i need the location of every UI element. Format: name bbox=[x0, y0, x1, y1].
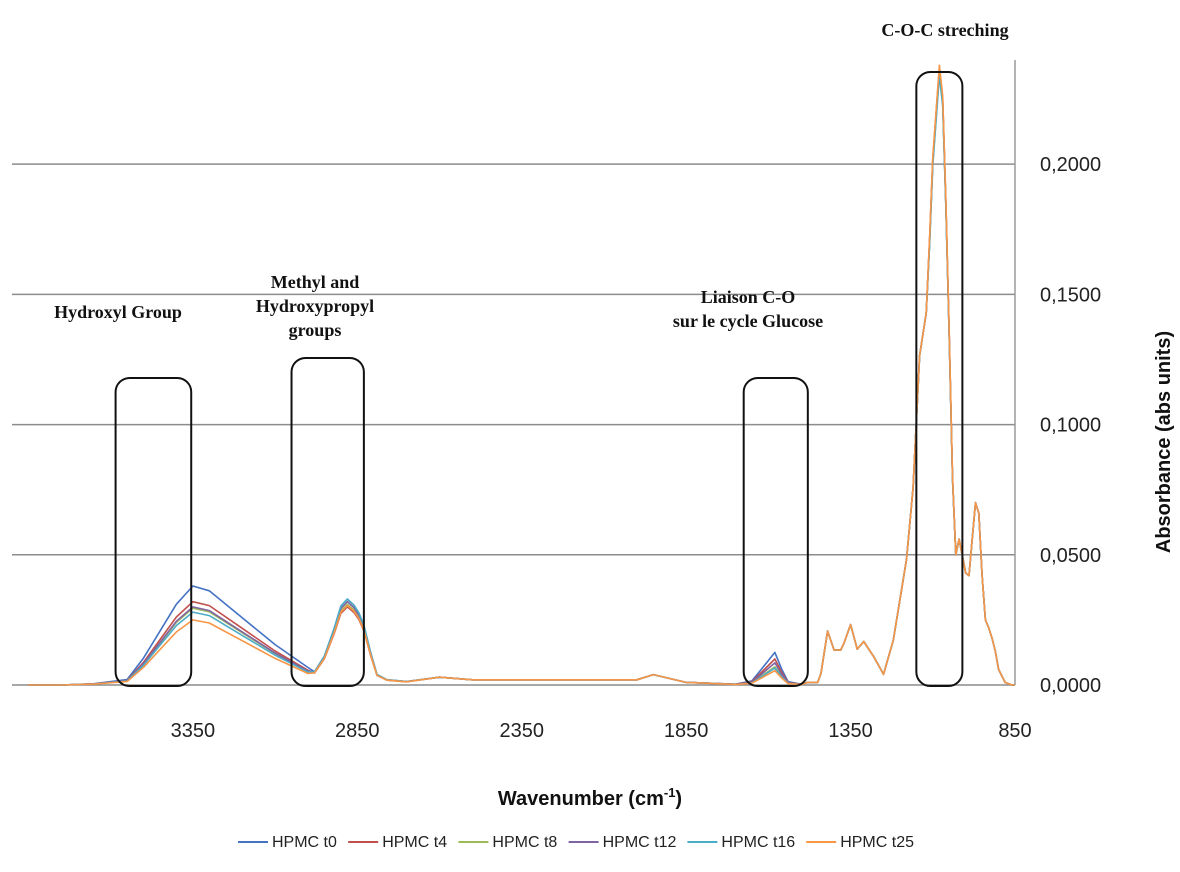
legend-label: HPMC t12 bbox=[603, 834, 677, 851]
y-tick-label: 0,1500 bbox=[1040, 284, 1101, 306]
legend-label: HPMC t4 bbox=[382, 834, 447, 851]
y-tick-label: 0,0000 bbox=[1040, 675, 1101, 697]
y-tick-labels: 0,0000 0,0500 0,1000 0,1500 0,2000 bbox=[1040, 154, 1101, 697]
annotation-boxes bbox=[114, 71, 964, 687]
annotation-label-methyl: Methyl and bbox=[271, 272, 360, 292]
x-tick-label: 2850 bbox=[335, 720, 380, 742]
y-tick-label: 0,1000 bbox=[1040, 415, 1101, 437]
legend-label: HPMC t25 bbox=[840, 834, 914, 851]
spectra-series bbox=[28, 64, 1015, 686]
legend-label: HPMC t8 bbox=[492, 834, 557, 851]
annotation-labels: Hydroxyl Group Methyl and Hydroxypropyl gro… bbox=[54, 20, 1009, 340]
annotation-box-coc bbox=[915, 71, 964, 687]
legend-label: HPMC t16 bbox=[721, 834, 795, 851]
y-axis-title: Absorbance (abs units) bbox=[1153, 331, 1175, 553]
annotation-label-methyl: groups bbox=[289, 320, 342, 340]
series-line-hpmc-t4 bbox=[28, 67, 1015, 686]
x-tick-label: 1850 bbox=[664, 720, 709, 742]
annotation-label-hydroxyl: Hydroxyl Group bbox=[54, 302, 182, 322]
legend-label: HPMC t0 bbox=[272, 834, 337, 851]
x-tick-labels: 3350 2850 2350 1850 1350 850 bbox=[171, 720, 1032, 742]
x-tick-label: 1350 bbox=[828, 720, 873, 742]
series-line-hpmc-t16 bbox=[28, 74, 1015, 686]
x-tick-label: 2350 bbox=[499, 720, 544, 742]
annotation-label-co: Liaison C-O bbox=[701, 287, 796, 307]
x-tick-label: 3350 bbox=[171, 720, 216, 742]
series-line-hpmc-t25 bbox=[28, 64, 1015, 686]
gridlines bbox=[12, 163, 1015, 686]
annotation-label-methyl: Hydroxypropyl bbox=[256, 296, 374, 316]
legend: HPMC t0 HPMC t4 HPMC t8 HPMC t12 HPMC t16 HPM… bbox=[238, 834, 914, 851]
annotation-label-coc: C-O-C streching bbox=[881, 20, 1008, 40]
y-tick-label: 0,2000 bbox=[1040, 154, 1101, 176]
x-tick-label: 850 bbox=[998, 720, 1031, 742]
annotation-label-co: sur le cycle Glucose bbox=[673, 311, 823, 331]
annotation-box-hydroxyl bbox=[114, 377, 193, 687]
x-axis-title: Wavenumber (cm-1) bbox=[498, 785, 682, 810]
annotation-box-co bbox=[742, 377, 809, 687]
annotation-box-methyl bbox=[290, 357, 365, 687]
y-tick-label: 0,0500 bbox=[1040, 545, 1101, 567]
